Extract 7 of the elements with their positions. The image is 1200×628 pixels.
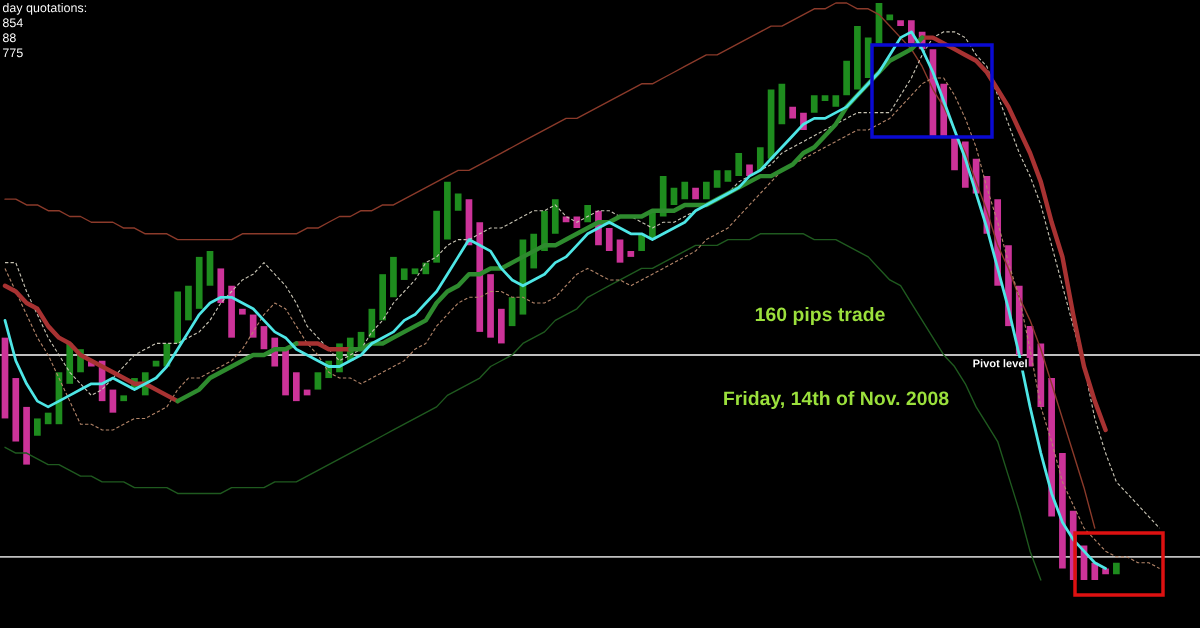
annotation: Friday, 14th of Nov. 2008: [724, 390, 949, 410]
annotation: day quotations:: [2, 3, 87, 15]
annotation: 775: [3, 48, 23, 58]
annotation: 88: [2, 33, 16, 43]
annotation: 160 pips trade: [755, 306, 885, 326]
annotation: 854: [2, 18, 23, 28]
ref-line-label: Pivot level: [973, 359, 1027, 368]
